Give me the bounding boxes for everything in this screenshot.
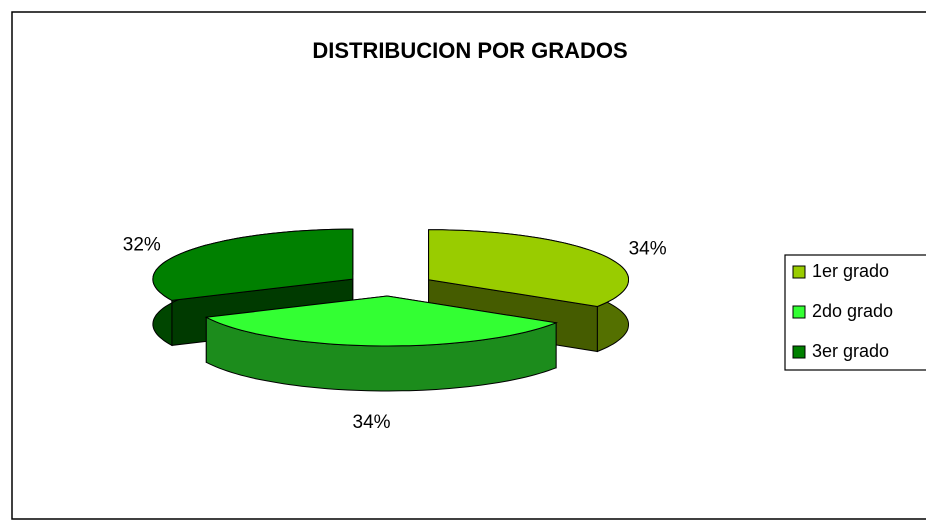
legend-swatch xyxy=(792,305,806,319)
legend-label: 3er grado xyxy=(812,341,889,361)
slice xyxy=(204,295,559,347)
slice xyxy=(428,229,629,308)
data-label: 34% xyxy=(629,239,667,260)
legend-label: 1er grado xyxy=(812,261,889,281)
slice xyxy=(152,228,354,301)
data-label: 34% xyxy=(353,412,391,433)
legend-swatch xyxy=(792,345,806,359)
chart-frame xyxy=(11,11,926,520)
chart-title: DISTRIBUCION POR GRADOS xyxy=(312,38,627,63)
legend-swatch xyxy=(792,265,806,279)
legend-label: 2do grado xyxy=(812,301,893,321)
legend-box xyxy=(784,254,926,371)
data-label: 32% xyxy=(123,235,161,256)
